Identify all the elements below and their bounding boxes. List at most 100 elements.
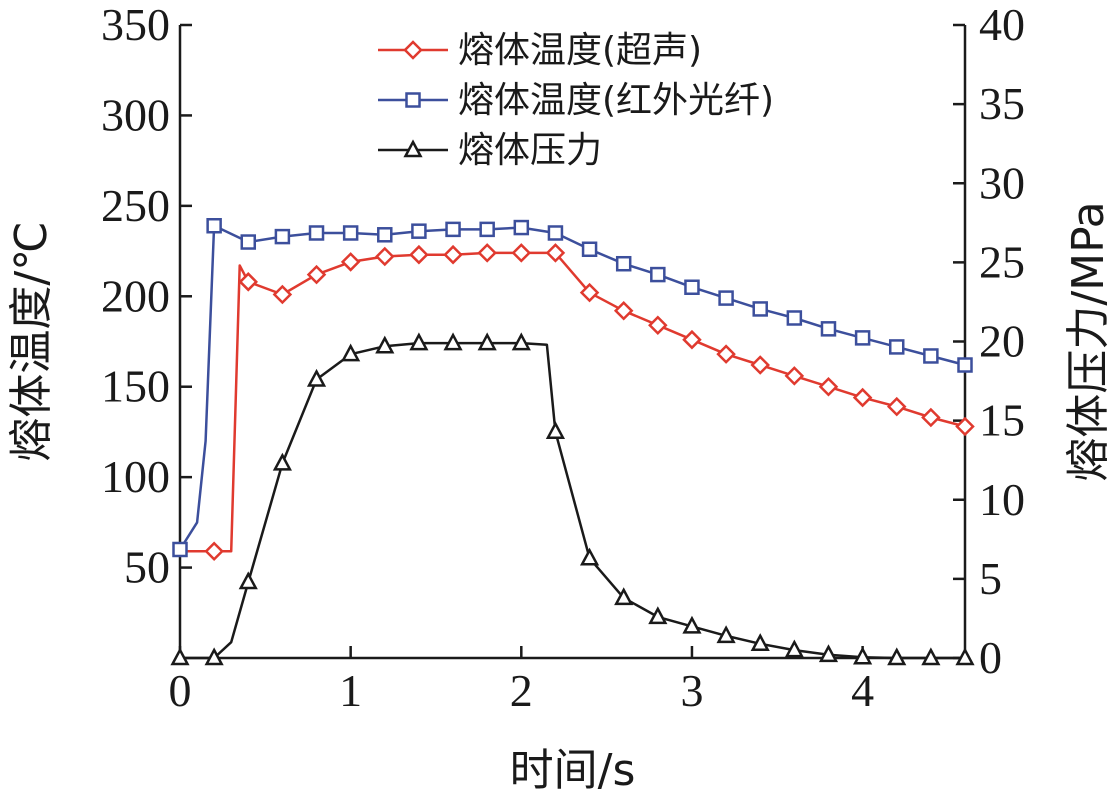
y-right-tick-label: 30 <box>979 157 1025 208</box>
y-right-tick-label: 15 <box>979 395 1025 446</box>
x-tick-label: 0 <box>169 665 192 716</box>
y-left-tick-label: 300 <box>101 89 170 140</box>
series-2-point <box>547 225 564 241</box>
series-2-point <box>411 223 427 239</box>
series-1-point <box>477 243 497 263</box>
series-1-point <box>306 264 327 285</box>
series-1-point <box>784 366 805 386</box>
series-3-point <box>716 625 736 644</box>
series-3-point <box>955 647 975 666</box>
legend-label-2: 熔体温度(红外光纤) <box>458 80 774 121</box>
series-2-point <box>888 339 905 355</box>
y-axis-right-title: 熔体压力/MPa <box>1063 201 1114 481</box>
series-3-point <box>579 547 600 566</box>
plot-area <box>170 218 975 666</box>
series-2-point <box>274 228 291 245</box>
y-left-tick-label: 100 <box>101 451 170 502</box>
series-1-point <box>443 244 463 265</box>
series-3-point <box>784 639 804 658</box>
y-left-tick-label: 150 <box>101 361 170 412</box>
series-1-point <box>204 541 224 562</box>
series-1-point <box>409 244 429 265</box>
legend: 熔体温度(超声) 熔体温度(红外光纤) 熔体压力 <box>378 30 774 171</box>
x-tick-label: 2 <box>510 665 533 716</box>
series-3-point <box>443 332 463 351</box>
y-left-tick-label: 50 <box>124 542 170 593</box>
series-3-point <box>409 332 429 351</box>
y-right-tick-label: 25 <box>979 236 1025 287</box>
series-1-point <box>921 407 941 428</box>
x-tick-label: 1 <box>339 665 362 716</box>
x-tick-label: 3 <box>680 665 703 716</box>
series-1-point <box>272 284 293 305</box>
x-tick-label: 4 <box>851 665 874 716</box>
series-2-point <box>615 255 632 272</box>
series-2-point <box>820 321 837 337</box>
series-2-point <box>172 541 188 558</box>
y-left-tick-label: 250 <box>101 180 170 231</box>
series-1-point <box>648 315 668 335</box>
series-2-point <box>786 310 803 326</box>
y-right-tick-label: 40 <box>979 0 1025 50</box>
y-left-tick-label: 350 <box>101 0 170 50</box>
series-2-point <box>684 279 700 295</box>
series-3-line <box>180 341 965 660</box>
series-1-point <box>750 355 770 375</box>
series-3 <box>170 332 975 666</box>
series-3-point <box>853 646 873 665</box>
y-axis-left-title: 熔体温度/℃ <box>6 221 57 461</box>
series-2 <box>172 218 973 558</box>
series-2-point <box>342 225 359 241</box>
legend-label-1: 熔体温度(超声) <box>458 30 702 71</box>
series-2-point <box>240 234 257 250</box>
y-left-tick-label: 200 <box>101 270 170 321</box>
series-3-point <box>272 452 292 471</box>
legend-marker-1 <box>403 40 423 60</box>
series-1-point <box>716 344 736 364</box>
series-1-point <box>579 282 600 303</box>
series-2-point <box>513 219 530 236</box>
series-1-point <box>852 387 873 408</box>
series-2-point <box>752 301 768 317</box>
series-1-point <box>682 329 702 350</box>
series-3-point <box>204 647 224 666</box>
series-3-point <box>887 647 907 666</box>
y-right-tick-label: 5 <box>979 553 1002 604</box>
series-3-point <box>306 368 327 387</box>
series-2-point <box>718 290 734 306</box>
series-3-point <box>818 644 839 663</box>
series-2-point <box>854 330 871 346</box>
series-2-point <box>206 218 222 234</box>
series-2-point <box>923 348 939 364</box>
y-right-tick-label: 0 <box>979 632 1002 683</box>
series-3-point <box>170 647 190 666</box>
series-1-point <box>818 376 839 397</box>
y-right-tick-label: 20 <box>979 316 1025 367</box>
series-3-point <box>614 587 634 606</box>
series-3-point <box>238 571 258 590</box>
series-2-point <box>581 241 598 258</box>
legend-label-3: 熔体压力 <box>458 130 602 171</box>
series-2-point <box>308 225 325 241</box>
series-3-point <box>750 633 770 652</box>
series-2-point <box>650 266 666 283</box>
series-1-point <box>340 252 361 272</box>
series-1-point <box>238 272 259 292</box>
series-1-point <box>955 416 975 437</box>
series-1-point <box>886 396 907 417</box>
series-3-point <box>682 615 702 634</box>
series-3-point <box>921 647 941 666</box>
series-1-point <box>511 243 532 263</box>
series-1-point <box>613 300 634 321</box>
y-right-tick-label: 35 <box>979 78 1025 129</box>
series-3-point <box>545 421 566 439</box>
series-2-point <box>957 357 973 373</box>
series-2-point <box>445 221 461 238</box>
series-3-point <box>375 335 395 354</box>
series-1-point <box>545 243 566 263</box>
series-2-point <box>377 227 393 243</box>
series-2-point <box>479 221 495 238</box>
series-3-point <box>511 332 531 351</box>
legend-marker-3 <box>403 139 423 158</box>
series-3-point <box>477 332 497 351</box>
